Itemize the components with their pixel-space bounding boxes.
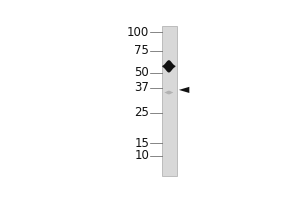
Text: 37: 37 [134, 81, 149, 94]
Polygon shape [179, 87, 189, 93]
Text: 75: 75 [134, 44, 149, 57]
Text: 100: 100 [127, 26, 149, 39]
Polygon shape [162, 60, 176, 73]
Text: 25: 25 [134, 106, 149, 119]
Text: 15: 15 [134, 137, 149, 150]
Polygon shape [165, 91, 173, 94]
Bar [162, 26, 177, 176]
Text: 50: 50 [134, 66, 149, 79]
Text: 10: 10 [134, 149, 149, 162]
